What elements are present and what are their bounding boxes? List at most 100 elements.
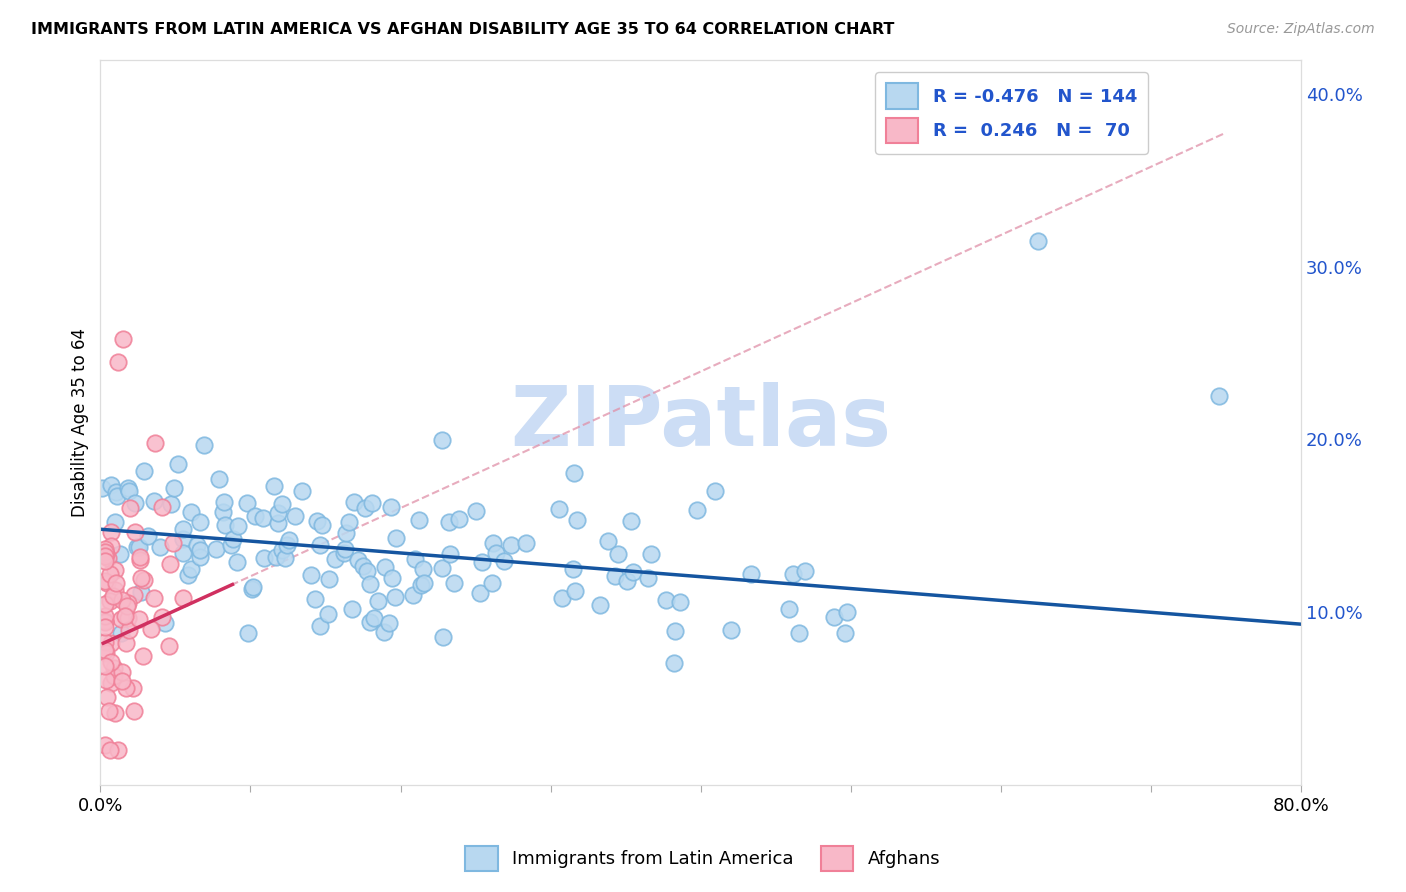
Point bbox=[343, 495, 366, 509]
Point bbox=[186, 538, 208, 552]
Point bbox=[299, 567, 322, 582]
Point bbox=[94, 615, 117, 629]
Point bbox=[94, 659, 117, 673]
Point bbox=[443, 576, 465, 591]
Text: Source: ZipAtlas.com: Source: ZipAtlas.com bbox=[1227, 22, 1375, 37]
Point bbox=[124, 588, 146, 602]
Point bbox=[94, 739, 117, 753]
Point bbox=[686, 503, 709, 517]
Point bbox=[439, 547, 461, 561]
Point bbox=[180, 505, 202, 519]
Point bbox=[107, 355, 129, 369]
Point bbox=[468, 586, 491, 600]
Point bbox=[515, 536, 537, 550]
Point bbox=[153, 616, 176, 631]
Point bbox=[409, 578, 432, 592]
Point bbox=[159, 557, 181, 571]
Point bbox=[104, 485, 127, 500]
Point bbox=[359, 615, 381, 629]
Point bbox=[104, 706, 127, 721]
Point bbox=[252, 511, 274, 525]
Point bbox=[122, 704, 145, 718]
Point bbox=[607, 547, 630, 561]
Point bbox=[562, 467, 585, 481]
Point bbox=[333, 546, 356, 560]
Point bbox=[485, 546, 508, 560]
Point bbox=[120, 500, 142, 515]
Point bbox=[588, 599, 610, 613]
Point bbox=[432, 630, 454, 644]
Point bbox=[193, 438, 215, 452]
Point bbox=[150, 500, 173, 514]
Point bbox=[167, 457, 190, 471]
Point bbox=[117, 599, 139, 613]
Point bbox=[385, 531, 408, 545]
Point bbox=[104, 583, 127, 598]
Point bbox=[96, 690, 118, 704]
Point bbox=[835, 606, 858, 620]
Point bbox=[311, 517, 333, 532]
Point bbox=[111, 332, 134, 346]
Point bbox=[340, 602, 363, 616]
Point bbox=[335, 541, 357, 556]
Point bbox=[352, 558, 374, 573]
Point bbox=[412, 561, 434, 575]
Point bbox=[103, 661, 125, 675]
Point bbox=[284, 508, 307, 523]
Point bbox=[100, 478, 122, 492]
Point bbox=[118, 483, 141, 498]
Point bbox=[94, 614, 117, 628]
Point bbox=[172, 533, 194, 547]
Point bbox=[142, 494, 165, 508]
Point bbox=[361, 496, 384, 510]
Point bbox=[214, 518, 236, 533]
Point bbox=[242, 582, 264, 596]
Point bbox=[778, 602, 800, 616]
Point bbox=[118, 623, 141, 637]
Point bbox=[273, 550, 295, 565]
Point bbox=[412, 575, 434, 590]
Legend: R = -0.476   N = 144, R =  0.246   N =  70: R = -0.476 N = 144, R = 0.246 N = 70 bbox=[875, 72, 1149, 154]
Point bbox=[471, 556, 494, 570]
Point bbox=[242, 580, 264, 594]
Point bbox=[264, 550, 287, 565]
Point bbox=[115, 636, 138, 650]
Point bbox=[157, 639, 180, 653]
Point bbox=[236, 496, 259, 510]
Point bbox=[243, 509, 266, 524]
Point bbox=[267, 516, 290, 530]
Point bbox=[115, 681, 138, 696]
Point bbox=[270, 497, 292, 511]
Point bbox=[101, 589, 124, 603]
Point bbox=[482, 536, 505, 550]
Point bbox=[98, 743, 121, 757]
Point bbox=[128, 612, 150, 626]
Point bbox=[318, 572, 340, 586]
Point bbox=[222, 532, 245, 546]
Point bbox=[307, 514, 329, 528]
Point bbox=[316, 607, 339, 621]
Point bbox=[620, 515, 643, 529]
Point bbox=[225, 556, 247, 570]
Point bbox=[637, 571, 659, 585]
Point bbox=[98, 594, 121, 608]
Point bbox=[110, 626, 132, 640]
Point bbox=[90, 481, 112, 495]
Point bbox=[96, 550, 118, 565]
Point bbox=[117, 481, 139, 495]
Point bbox=[278, 533, 301, 547]
Point bbox=[664, 624, 686, 639]
Point bbox=[111, 593, 134, 607]
Point bbox=[94, 609, 117, 624]
Point bbox=[363, 611, 385, 625]
Point bbox=[94, 548, 117, 562]
Point bbox=[111, 673, 134, 688]
Point bbox=[834, 625, 856, 640]
Point bbox=[188, 542, 211, 557]
Point bbox=[96, 575, 118, 590]
Point bbox=[640, 547, 662, 561]
Point bbox=[114, 608, 136, 623]
Point bbox=[94, 673, 117, 687]
Point bbox=[720, 623, 742, 637]
Point bbox=[380, 500, 402, 515]
